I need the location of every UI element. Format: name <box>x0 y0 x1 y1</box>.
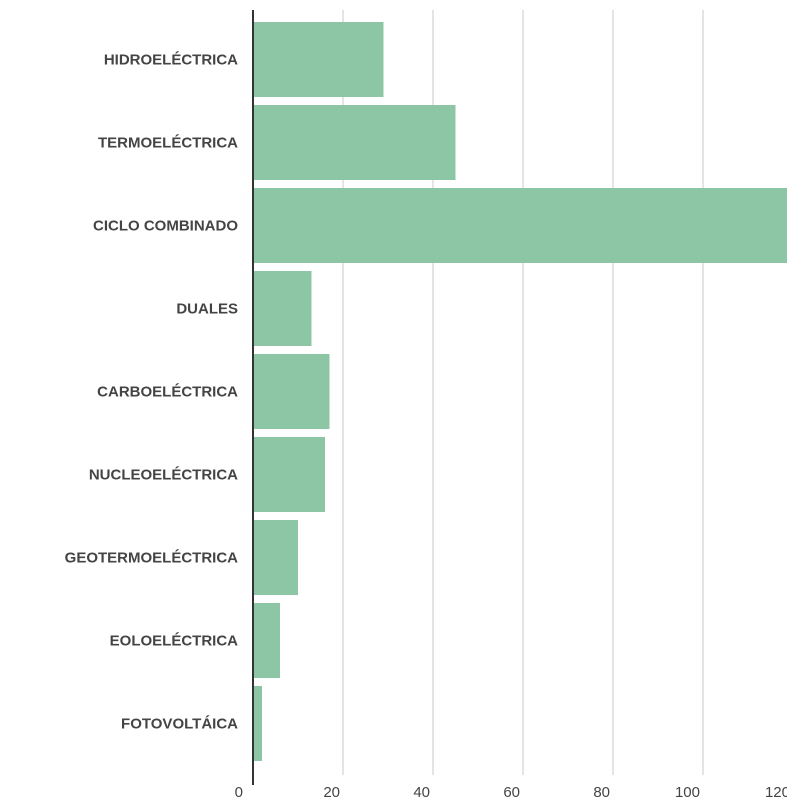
x-tick-label-120: 120 <box>765 784 787 801</box>
bar-7 <box>253 603 280 678</box>
x-tick-label-100: 100 <box>675 784 700 801</box>
x-tick-labels: 0 20 40 60 80 100 120 <box>235 784 787 801</box>
bar-3 <box>253 271 312 346</box>
category-label-1: TERMOELÉCTRICA <box>98 135 238 152</box>
bar-4 <box>253 354 330 429</box>
category-label-7: EOLOELÉCTRICA <box>110 633 239 650</box>
category-labels: HIDROELÉCTRICA TERMOELÉCTRICA CICLO COMBIN… <box>65 52 239 733</box>
bar-5 <box>253 437 325 512</box>
x-tick-label-20: 20 <box>323 784 340 801</box>
category-label-6: GEOTERMOELÉCTRICA <box>65 550 239 567</box>
x-tick-label-80: 80 <box>593 784 610 801</box>
bars <box>253 22 787 761</box>
bar-0 <box>253 22 384 97</box>
bar-1 <box>253 105 456 180</box>
category-label-0: HIDROELÉCTRICA <box>104 52 238 69</box>
bar-2 <box>253 188 787 263</box>
x-tick-label-60: 60 <box>503 784 520 801</box>
category-label-5: NUCLEOELÉCTRICA <box>89 467 238 484</box>
category-label-4: CARBOELÉCTRICA <box>97 384 238 401</box>
category-label-8: FOTOVOLTÁICA <box>121 716 238 733</box>
bar-6 <box>253 520 298 595</box>
category-label-3: DUALES <box>176 301 238 318</box>
x-tick-label-0: 0 <box>235 784 243 801</box>
category-label-2: CICLO COMBINADO <box>93 218 238 235</box>
bar-8 <box>253 686 262 761</box>
x-tick-label-40: 40 <box>413 784 430 801</box>
